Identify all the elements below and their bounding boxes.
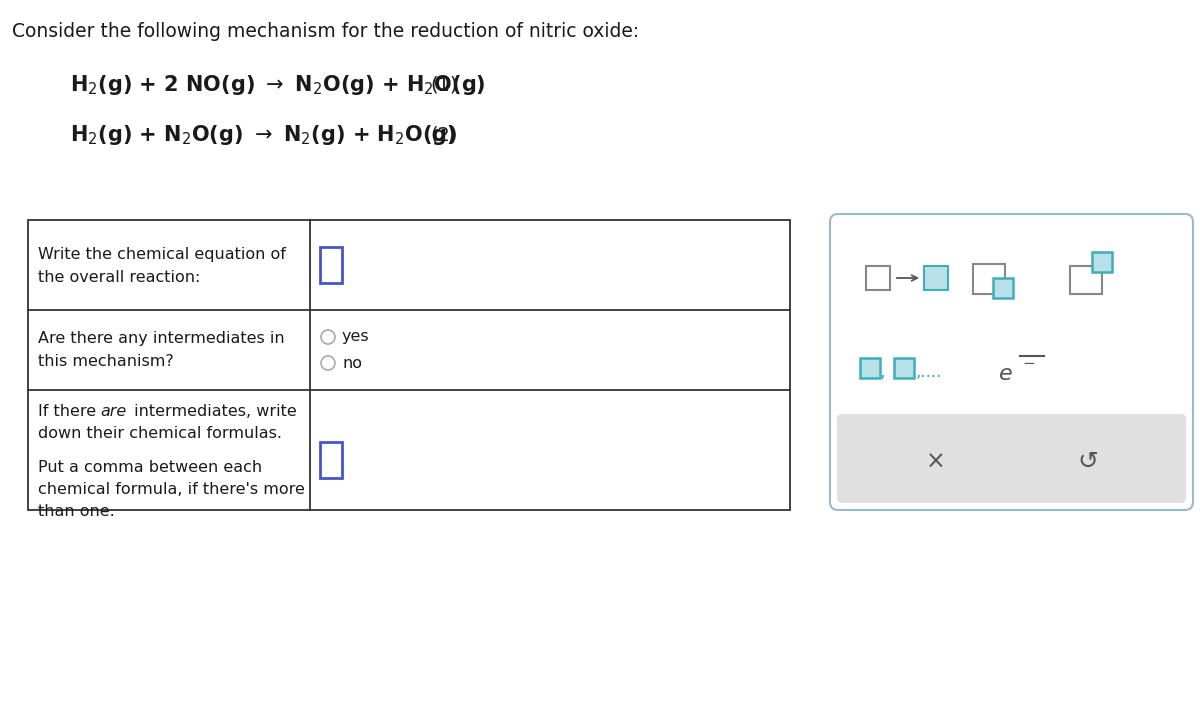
Text: this mechanism?: this mechanism? bbox=[38, 355, 174, 370]
Circle shape bbox=[322, 330, 335, 344]
Text: intermediates, write: intermediates, write bbox=[130, 404, 296, 419]
Text: are: are bbox=[100, 404, 126, 419]
Text: than one.: than one. bbox=[38, 505, 115, 520]
Text: Consider the following mechanism for the reduction of nitric oxide:: Consider the following mechanism for the… bbox=[12, 22, 640, 41]
Text: −: − bbox=[1022, 357, 1034, 372]
Text: the overall reaction:: the overall reaction: bbox=[38, 269, 200, 284]
Text: yes: yes bbox=[342, 329, 370, 344]
Bar bbox=[994, 278, 1013, 298]
Bar bbox=[1092, 252, 1112, 272]
Text: (1): (1) bbox=[430, 76, 457, 95]
Text: ,....: ,.... bbox=[916, 363, 942, 381]
Circle shape bbox=[322, 356, 335, 370]
Bar bbox=[924, 266, 948, 290]
FancyBboxPatch shape bbox=[830, 214, 1193, 510]
Text: ×: × bbox=[925, 450, 946, 474]
Bar bbox=[860, 358, 880, 378]
Text: (2): (2) bbox=[430, 126, 457, 144]
Text: Are there any intermediates in: Are there any intermediates in bbox=[38, 331, 284, 346]
Bar bbox=[28, 220, 790, 510]
Bar bbox=[973, 264, 1006, 294]
Text: Put a comma between each: Put a comma between each bbox=[38, 461, 262, 476]
Text: H$_2$(g) + N$_2$O(g) $\rightarrow$ N$_2$(g) + H$_2$O(g): H$_2$(g) + N$_2$O(g) $\rightarrow$ N$_2$… bbox=[70, 123, 456, 147]
Text: H$_2$(g) + 2 NO(g) $\rightarrow$ N$_2$O(g) + H$_2$O(g): H$_2$(g) + 2 NO(g) $\rightarrow$ N$_2$O(… bbox=[70, 73, 486, 97]
Text: $e$: $e$ bbox=[998, 363, 1013, 385]
Text: chemical formula, if there's more: chemical formula, if there's more bbox=[38, 482, 305, 497]
Bar bbox=[320, 247, 342, 283]
Bar bbox=[866, 266, 890, 290]
Bar bbox=[894, 358, 914, 378]
Bar bbox=[1070, 266, 1102, 294]
Text: down their chemical formulas.: down their chemical formulas. bbox=[38, 427, 282, 441]
Text: If there: If there bbox=[38, 404, 101, 419]
FancyBboxPatch shape bbox=[838, 414, 1186, 503]
Bar bbox=[320, 442, 342, 478]
Text: Write the chemical equation of: Write the chemical equation of bbox=[38, 248, 286, 263]
Text: ↺: ↺ bbox=[1078, 450, 1098, 474]
Text: no: no bbox=[342, 355, 362, 370]
Text: ,: , bbox=[880, 363, 884, 381]
